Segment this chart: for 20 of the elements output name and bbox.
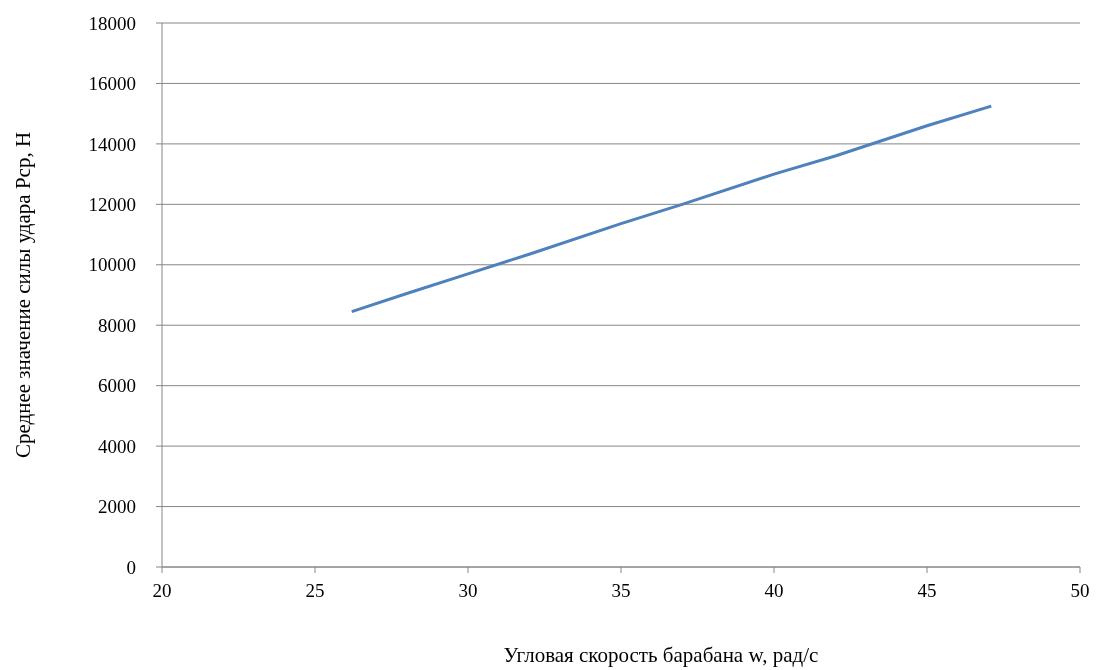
y-tick-label: 14000 [88,133,136,155]
x-tick-label: 45 [917,580,937,601]
x-tick-label: 30 [458,580,478,601]
x-tick-label: 35 [611,580,631,601]
x-tick-label: 40 [764,580,784,601]
y-tick-label: 18000 [88,12,136,34]
y-tick-label: 6000 [98,375,136,397]
y-tick-label: 16000 [88,73,136,95]
y-tick-label: 10000 [88,254,136,276]
y-axis-title: Среднее значение силы удара Pср, Н [11,131,35,459]
x-tick-label: 25 [305,580,325,601]
y-tick-label: 0 [126,556,136,578]
x-tick-label: 20 [152,580,172,601]
y-tick-label: 4000 [98,435,136,457]
x-tick-label: 50 [1070,580,1090,601]
y-tick-label: 12000 [88,193,136,215]
x-axis-title: Угловая скорость барабана w, рад/с [503,643,819,667]
line-series [350,104,993,314]
y-tick-label: 2000 [98,496,136,518]
y-tick-label: 8000 [98,314,136,336]
